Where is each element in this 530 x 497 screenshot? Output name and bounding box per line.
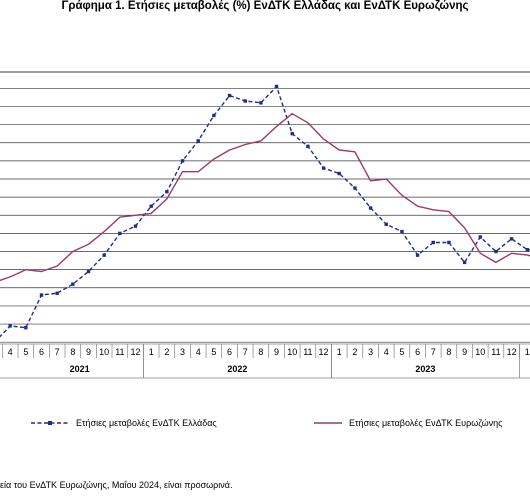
- footnote: εία του ΕνΔΤΚ Ευρωζώνης, Μαΐου 2024, είν…: [0, 480, 233, 490]
- data-point-greece: [86, 269, 91, 274]
- x-tick-label: 10: [287, 347, 297, 357]
- x-axis: [0, 343, 530, 379]
- data-point-greece: [509, 237, 514, 241]
- x-tick-label: 8: [70, 347, 75, 357]
- data-point-greece: [180, 159, 185, 163]
- data-point-greece: [353, 186, 357, 190]
- x-tick-label: 3: [368, 347, 373, 357]
- data-point-greece: [102, 253, 106, 257]
- x-tick-label: 9: [86, 347, 91, 357]
- data-point-greece: [55, 291, 59, 295]
- x-tick-label: 5: [211, 347, 216, 357]
- data-point-greece: [24, 325, 28, 330]
- data-point-greece: [259, 101, 263, 105]
- x-tick-label: 12: [507, 347, 517, 357]
- x-tick-label: 10: [475, 347, 485, 357]
- x-tick-label: 11: [115, 347, 124, 357]
- data-point-greece: [478, 235, 482, 239]
- x-tick-label: 9: [462, 347, 467, 357]
- legend-label-eurozone: Ετήσιες μεταβολές ΕνΔΤΚ Ευρωζώνης: [349, 418, 503, 428]
- data-point-greece: [321, 166, 326, 170]
- data-point-greece: [400, 229, 404, 234]
- data-point-greece: [274, 84, 279, 89]
- x-tick-label: 4: [8, 347, 13, 357]
- x-tick-label: 6: [39, 347, 44, 357]
- data-point-greece: [39, 293, 44, 297]
- gridlines: [0, 71, 530, 343]
- data-point-greece: [227, 93, 232, 98]
- data-point-greece: [415, 253, 420, 257]
- x-tick-label: 11: [491, 347, 500, 357]
- legend-swatch-greece: [31, 421, 69, 425]
- x-tick-label: 1: [337, 347, 342, 357]
- x-tick-label: 2: [164, 347, 169, 357]
- data-point-greece: [447, 240, 451, 245]
- year-label: 2023: [415, 364, 435, 374]
- series: [0, 84, 530, 338]
- data-point-greece: [149, 204, 153, 208]
- legend-label-greece: Ετήσιες μεταβολές ΕνΔΤΚ Ελλάδας: [76, 418, 217, 428]
- year-label: 2021: [70, 364, 90, 374]
- data-point-greece: [494, 249, 498, 254]
- x-tick-label: 8: [446, 347, 451, 357]
- x-tick-label: 8: [258, 347, 263, 357]
- x-tick-label: 3: [180, 347, 185, 357]
- data-point-greece: [525, 248, 529, 252]
- x-tick-label: 4: [384, 347, 389, 357]
- legend-item-eurozone: Ετήσιες μεταβολές ΕνΔΤΚ Ευρωζώνης: [313, 418, 502, 428]
- x-tick-label: 4: [196, 347, 201, 357]
- year-label: 2022: [227, 364, 247, 374]
- x-tick-label: 6: [415, 347, 420, 357]
- chart-title: Γράφημα 1. Ετήσιες μεταβολές (%) ΕνΔΤΚ Ε…: [61, 0, 469, 12]
- x-tick-label: 1: [525, 347, 530, 357]
- x-tick-label: 2: [352, 347, 357, 357]
- data-point-greece: [196, 139, 200, 143]
- data-point-greece: [431, 240, 435, 245]
- axis-labels: 3456789101112123456789101112123456789101…: [8, 347, 530, 374]
- x-tick-label: 1: [149, 347, 154, 357]
- x-tick-label: 12: [131, 347, 141, 357]
- x-tick-label: 12: [319, 347, 329, 357]
- data-point-greece: [212, 113, 216, 118]
- x-tick-label: 9: [274, 347, 279, 357]
- data-point-greece: [290, 131, 294, 136]
- data-point-greece: [133, 224, 138, 228]
- series-line-greece: [0, 85, 530, 338]
- data-point-greece: [243, 99, 247, 103]
- x-tick-label: 5: [399, 347, 404, 357]
- series-line-eurozone: [0, 112, 530, 282]
- x-tick-label: 7: [431, 347, 436, 357]
- x-tick-label: 6: [227, 347, 232, 357]
- data-point-greece: [8, 324, 12, 328]
- data-point-greece: [118, 231, 122, 236]
- x-tick-label: 7: [243, 347, 248, 357]
- x-tick-label: 10: [99, 347, 109, 357]
- data-point-greece: [306, 144, 310, 149]
- x-tick-label: 11: [303, 347, 312, 357]
- data-point-greece: [337, 171, 341, 176]
- data-point-greece: [71, 282, 75, 286]
- data-point-greece: [368, 206, 373, 210]
- data-point-greece: [384, 222, 388, 227]
- legend-swatch-eurozone: [314, 422, 342, 424]
- data-point-greece: [165, 189, 169, 194]
- x-tick-label: 5: [23, 347, 28, 357]
- x-tick-label: 7: [55, 347, 60, 357]
- data-point-greece: [462, 260, 467, 265]
- legend-item-greece: Ετήσιες μεταβολές ΕνΔΤΚ Ελλάδας: [30, 418, 217, 428]
